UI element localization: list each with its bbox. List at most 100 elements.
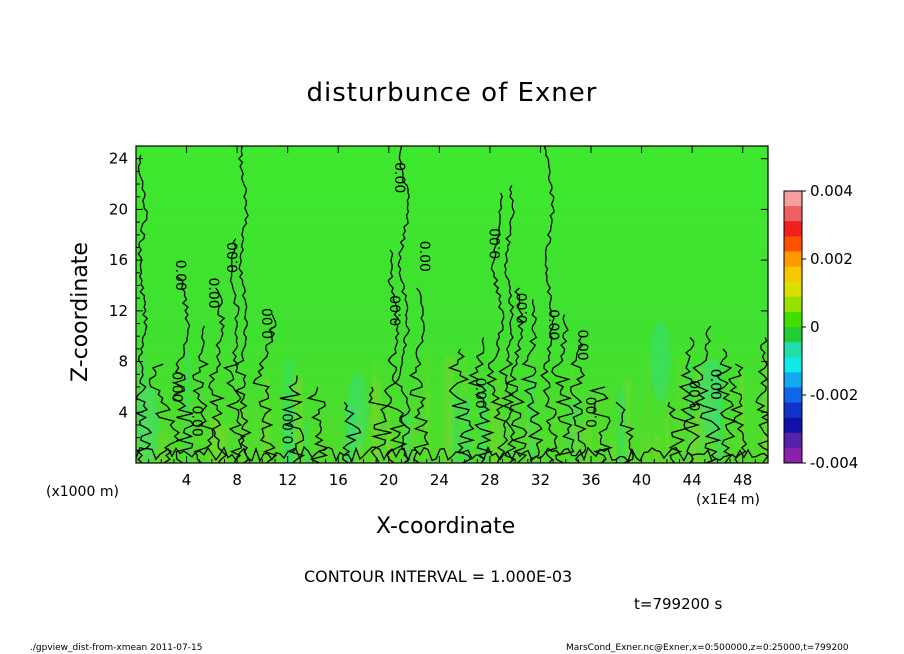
field-plume xyxy=(403,413,412,463)
contour-label: 0.00 xyxy=(416,241,432,272)
field-plume xyxy=(568,400,579,463)
colorbar-swatch xyxy=(784,402,802,419)
field-plume xyxy=(596,395,603,463)
contour-line xyxy=(467,337,495,463)
x-tick-label: 20 xyxy=(379,471,398,489)
y-tick-label: 20 xyxy=(109,200,128,218)
field-plume xyxy=(443,356,455,463)
field-plume xyxy=(687,360,692,463)
field-plume xyxy=(402,425,413,463)
contour-label: 0.00 xyxy=(472,378,488,409)
contour-label: 0.00 xyxy=(515,293,531,324)
field-plume xyxy=(424,353,431,463)
colorbar-swatch xyxy=(784,296,802,313)
field-plume xyxy=(704,426,716,463)
contour-line xyxy=(678,337,701,463)
x-tick-label: 28 xyxy=(480,471,499,489)
x-axis: 4 8 12 16 20 24 28 32 36 40 44 48 xyxy=(148,146,756,489)
colorbar-label: 0.004 xyxy=(810,182,853,200)
field-patch xyxy=(650,321,671,402)
contour-label: 0.00 xyxy=(281,413,297,444)
y-axis-title: Z-coordinate xyxy=(68,242,93,382)
field-plume xyxy=(220,424,229,463)
contour-line xyxy=(498,184,517,463)
contour-line xyxy=(667,401,687,463)
x-tick-label: 48 xyxy=(733,471,752,489)
field-plume xyxy=(490,397,500,463)
colorbar-label: -0.004 xyxy=(810,454,858,472)
contour-interval-note: CONTOUR INTERVAL = 1.000E-03 xyxy=(304,567,573,586)
contour-line xyxy=(755,337,768,463)
field-background xyxy=(136,146,768,463)
contour-label: 0.00 xyxy=(205,278,221,309)
x-unit-label: (x1000 m) xyxy=(46,484,119,500)
contour-line xyxy=(383,249,408,463)
field-plume xyxy=(622,379,631,463)
contour-line xyxy=(192,325,214,463)
colorbar-swatch xyxy=(784,327,802,343)
contour-line xyxy=(540,146,558,463)
contour-line xyxy=(569,337,587,463)
field-plume xyxy=(366,412,376,463)
contour-line xyxy=(136,445,768,463)
colorbar-swatch xyxy=(784,417,802,434)
contour-label: 0.00 xyxy=(391,162,407,193)
colorbar-swatch xyxy=(784,191,802,207)
contour-line xyxy=(367,386,392,463)
x-tick-label: 24 xyxy=(430,471,449,489)
field-plume xyxy=(714,361,724,463)
contour-line xyxy=(394,146,411,463)
x-tick-label: 32 xyxy=(531,471,550,489)
y-tick-label: 24 xyxy=(109,150,128,168)
field-plume xyxy=(386,405,391,463)
field-plume xyxy=(136,360,142,463)
contour-label: 0.00 xyxy=(688,380,704,411)
contour-label: 0.00 xyxy=(388,295,404,326)
field-plume xyxy=(284,406,295,463)
field-variations xyxy=(136,321,768,463)
contour-line xyxy=(551,314,575,463)
contour-line xyxy=(520,299,544,463)
field-plume xyxy=(240,406,246,463)
contour-label: 0.00 xyxy=(261,308,277,339)
colorbar-swatch xyxy=(784,206,802,222)
field-plume xyxy=(372,379,382,463)
field-plume xyxy=(186,412,197,463)
colorbar-swatch xyxy=(784,251,802,268)
contour-line xyxy=(615,401,635,463)
field-plume xyxy=(185,418,194,463)
contour-label: 0.00 xyxy=(707,369,723,400)
field-plume xyxy=(704,369,710,463)
field-plume xyxy=(646,355,651,463)
field-plume xyxy=(213,424,222,463)
field-plume xyxy=(739,372,745,463)
field-plume xyxy=(525,422,535,463)
field-plume xyxy=(690,437,696,463)
x-tick-label: 16 xyxy=(329,471,348,489)
field-plume xyxy=(156,433,168,463)
field-plume xyxy=(528,376,535,463)
contour-line xyxy=(279,375,306,463)
field-plume xyxy=(462,397,471,463)
contour-line xyxy=(208,287,227,463)
field-plume xyxy=(221,435,226,463)
colorbar-label: 0 xyxy=(810,318,820,336)
contour-line xyxy=(691,325,722,463)
field-plume xyxy=(372,362,377,463)
contour-label: 0.00 xyxy=(172,260,188,291)
contour-line xyxy=(715,348,738,463)
contour-label: 0.00 xyxy=(168,371,184,402)
contour-line xyxy=(148,363,180,463)
contour-lines xyxy=(136,146,768,463)
field-plume xyxy=(695,366,706,463)
colorbar-label: 0.002 xyxy=(810,250,853,268)
x-tick-label: 4 xyxy=(182,471,192,489)
field-plume xyxy=(304,422,309,463)
x-tick-label: 40 xyxy=(632,471,651,489)
field-plume xyxy=(552,404,557,463)
colorbar-swatch xyxy=(784,236,802,252)
x-tick-label: 8 xyxy=(232,471,242,489)
x-tick-label: 12 xyxy=(278,471,297,489)
contour-line xyxy=(408,287,430,463)
